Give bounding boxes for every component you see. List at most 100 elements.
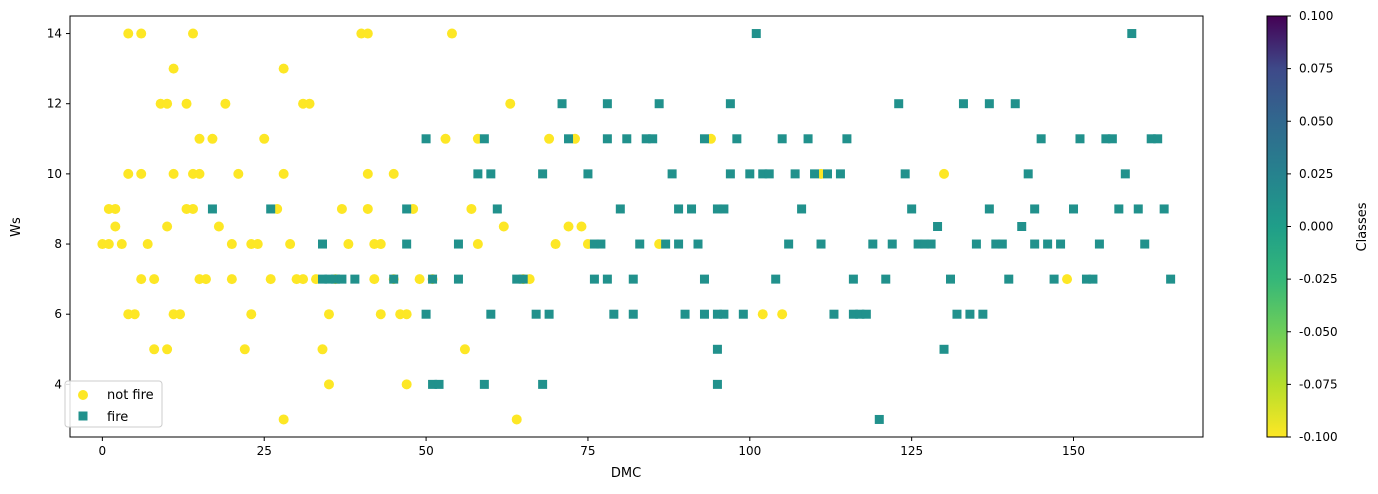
data-point-not-fire (278, 168, 289, 179)
data-point-not-fire (369, 274, 380, 285)
x-tick-label: 100 (738, 444, 761, 458)
x-tick-label: 75 (580, 444, 595, 458)
data-point-not-fire (188, 28, 199, 39)
data-point-fire (719, 309, 729, 319)
data-point-not-fire (136, 168, 147, 179)
data-point-fire (1159, 204, 1169, 214)
data-point-not-fire (343, 239, 354, 250)
data-point-not-fire (323, 379, 334, 390)
data-point-fire (1023, 169, 1033, 179)
data-point-not-fire (278, 414, 289, 425)
data-point-fire (492, 204, 502, 214)
data-point-not-fire (550, 239, 561, 250)
data-point-fire (946, 274, 956, 284)
y-tick-label: 14 (47, 27, 62, 41)
data-point-fire (1153, 134, 1163, 144)
data-point-not-fire (194, 168, 205, 179)
data-point-fire (266, 204, 276, 214)
data-point-fire (751, 29, 761, 39)
data-point-fire (479, 379, 489, 389)
data-point-fire (699, 309, 709, 319)
data-point-not-fire (181, 98, 192, 109)
data-point-fire (1049, 274, 1059, 284)
data-point-fire (1107, 134, 1117, 144)
data-point-not-fire (246, 309, 257, 320)
colorbar-ticks: 0.100 0.075 0.050 0.025 0.000 -0.025 -0.050 -0.… (1287, 9, 1338, 444)
y-tick-label: 10 (47, 167, 62, 181)
data-point-fire (512, 274, 522, 284)
plot-frame (69, 15, 1204, 438)
data-point-not-fire (388, 168, 399, 179)
data-point-not-fire (446, 28, 457, 39)
data-point-fire (1036, 134, 1046, 144)
colorbar-tick-label: 0.025 (1299, 167, 1333, 181)
data-point-fire (635, 239, 645, 249)
y-tick-label: 4 (54, 377, 62, 391)
data-point-fire (712, 344, 722, 354)
data-point-fire (538, 379, 548, 389)
colorbar-tick-label: -0.075 (1299, 377, 1338, 391)
data-point-fire (712, 309, 722, 319)
data-point-not-fire (317, 344, 328, 355)
data-point-fire (596, 239, 606, 249)
data-point-fire (810, 169, 820, 179)
data-point-fire (674, 204, 684, 214)
data-point-fire (1081, 274, 1091, 284)
legend-box (64, 380, 163, 428)
data-point-fire (1017, 222, 1027, 231)
data-point-fire (421, 309, 431, 319)
data-point-fire (1166, 274, 1176, 284)
data-point-fire (207, 204, 217, 214)
data-point-fire (926, 239, 936, 249)
data-point-fire (402, 239, 412, 249)
data-point-not-fire (472, 239, 483, 250)
data-point-fire (693, 239, 703, 249)
data-point-not-fire (511, 414, 522, 425)
data-point-not-fire (362, 203, 373, 214)
x-tick-label: 25 (257, 444, 272, 458)
data-point-not-fire (336, 203, 347, 214)
data-point-fire (984, 99, 994, 109)
data-point-not-fire (116, 239, 127, 250)
data-point-fire (784, 239, 794, 249)
data-point-fire (699, 274, 709, 284)
colorbar-tick-label: -0.050 (1299, 325, 1338, 339)
data-point-not-fire (129, 309, 140, 320)
data-point-fire (518, 274, 528, 284)
data-point-not-fire (194, 133, 205, 144)
data-point-not-fire (213, 221, 224, 232)
data-point-not-fire (466, 203, 477, 214)
data-point-not-fire (188, 203, 199, 214)
data-point-not-fire (505, 98, 516, 109)
data-point-not-fire (168, 168, 179, 179)
data-point-fire (337, 274, 347, 284)
data-point-fire (317, 274, 327, 284)
data-point-not-fire (123, 28, 134, 39)
data-point-fire (615, 204, 625, 214)
data-point-fire (324, 274, 334, 284)
data-point-fire (958, 99, 968, 109)
data-point-fire (920, 239, 930, 249)
data-point-fire (486, 309, 496, 319)
y-tick-label: 8 (54, 237, 62, 251)
data-point-not-fire (220, 98, 231, 109)
data-point-fire (848, 309, 858, 319)
data-point-fire (330, 274, 340, 284)
data-point-not-fire (401, 309, 412, 320)
data-point-not-fire (103, 239, 114, 250)
data-point-fire (855, 309, 865, 319)
data-point-fire (764, 169, 774, 179)
data-point-fire (725, 99, 735, 109)
data-point-fire (648, 134, 658, 144)
colorbar-tick-label: 0.000 (1299, 220, 1333, 234)
data-point-fire (628, 274, 638, 284)
data-point-fire (771, 274, 781, 284)
data-point-not-fire (362, 168, 373, 179)
data-point-fire (939, 344, 949, 354)
data-point-fire (1140, 239, 1150, 249)
colorbar-tick-label: 0.075 (1299, 62, 1333, 76)
data-point-fire (712, 379, 722, 389)
data-point-fire (428, 274, 438, 284)
